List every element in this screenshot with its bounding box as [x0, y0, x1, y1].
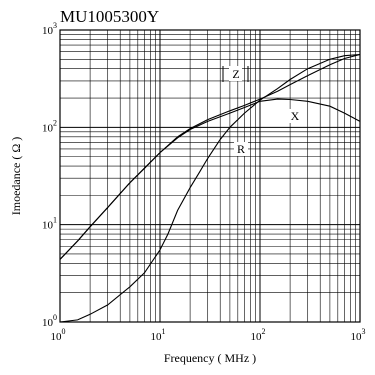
y-axis-label: Imoedance ( Ω ): [9, 137, 23, 216]
series-label-r: R: [234, 142, 248, 156]
series-z-line: [59, 53, 361, 260]
curves: [59, 53, 361, 323]
chart-title: MU1005300Y: [60, 7, 159, 26]
x-tick-label: 100: [51, 327, 66, 343]
tick-labels: 100 101 102 103 100 101 102 103: [42, 21, 366, 343]
y-tick-label: 103: [42, 21, 57, 37]
x-tick-label: 103: [351, 327, 366, 343]
svg-text:Z: Z: [232, 67, 239, 81]
x-tick-label: 102: [251, 327, 266, 343]
x-axis-label: Frequency ( MHz ): [164, 351, 256, 365]
series-x-line: [59, 98, 361, 260]
y-tick-label: 100: [42, 313, 57, 329]
series-r-line: [59, 53, 361, 323]
grid-lines: [60, 30, 360, 322]
y-tick-label: 101: [42, 216, 57, 232]
plot-frame: [59, 29, 361, 323]
series-label-x: X: [288, 109, 302, 123]
y-tick-label: 102: [42, 118, 57, 134]
series-label-z: Z: [222, 66, 249, 82]
svg-text:R: R: [237, 142, 245, 156]
svg-text:X: X: [291, 109, 300, 123]
x-tick-label: 101: [151, 327, 166, 343]
